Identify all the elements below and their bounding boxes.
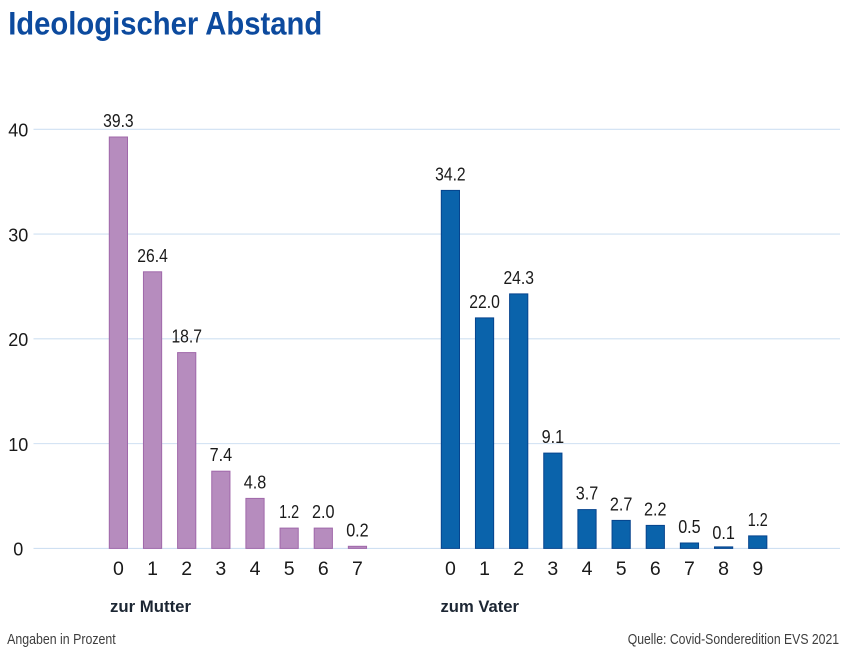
svg-text:1: 1 [147,558,158,580]
svg-text:7.4: 7.4 [210,445,233,465]
svg-text:9: 9 [752,558,763,580]
svg-text:4: 4 [250,558,261,580]
svg-text:2.0: 2.0 [312,502,335,522]
svg-text:6: 6 [318,558,329,580]
svg-text:0.2: 0.2 [346,520,369,540]
svg-text:0: 0 [113,558,124,580]
svg-text:4.8: 4.8 [244,472,267,492]
svg-text:40: 40 [8,121,28,141]
svg-text:2: 2 [513,558,524,580]
svg-text:3: 3 [547,558,558,580]
svg-text:Ideologischer Abstand: Ideologischer Abstand [8,6,322,42]
svg-text:0.1: 0.1 [712,523,735,543]
svg-text:34.2: 34.2 [435,164,466,184]
svg-text:2.2: 2.2 [644,499,667,519]
svg-text:2: 2 [181,558,192,580]
svg-text:3.7: 3.7 [576,484,599,504]
svg-text:24.3: 24.3 [503,268,534,288]
svg-text:20: 20 [8,330,28,350]
svg-text:1: 1 [479,558,490,580]
svg-text:39.3: 39.3 [103,111,134,131]
svg-text:18.7: 18.7 [171,327,202,347]
svg-text:1.2: 1.2 [748,510,768,530]
svg-text:22.0: 22.0 [469,292,500,312]
svg-text:5: 5 [284,558,295,580]
svg-text:26.4: 26.4 [137,246,168,266]
svg-text:0: 0 [13,540,23,560]
svg-text:10: 10 [8,435,28,455]
svg-text:Angaben in Prozent: Angaben in Prozent [7,632,116,648]
svg-text:3: 3 [215,558,226,580]
svg-text:7: 7 [684,558,695,580]
svg-text:2.7: 2.7 [610,494,633,514]
svg-text:4: 4 [582,558,593,580]
svg-text:7: 7 [352,558,363,580]
svg-text:zur Mutter: zur Mutter [110,597,191,616]
svg-text:0.5: 0.5 [678,517,701,537]
svg-text:5: 5 [616,558,627,580]
svg-text:30: 30 [8,225,28,245]
svg-text:0: 0 [445,558,456,580]
svg-text:Quelle: Covid-Sonderedition EV: Quelle: Covid-Sonderedition EVS 2021 [628,632,839,648]
svg-text:1.2: 1.2 [279,502,299,522]
svg-text:9.1: 9.1 [542,427,565,447]
svg-text:6: 6 [650,558,661,580]
svg-text:8: 8 [718,558,729,580]
svg-text:zum Vater: zum Vater [441,597,520,616]
